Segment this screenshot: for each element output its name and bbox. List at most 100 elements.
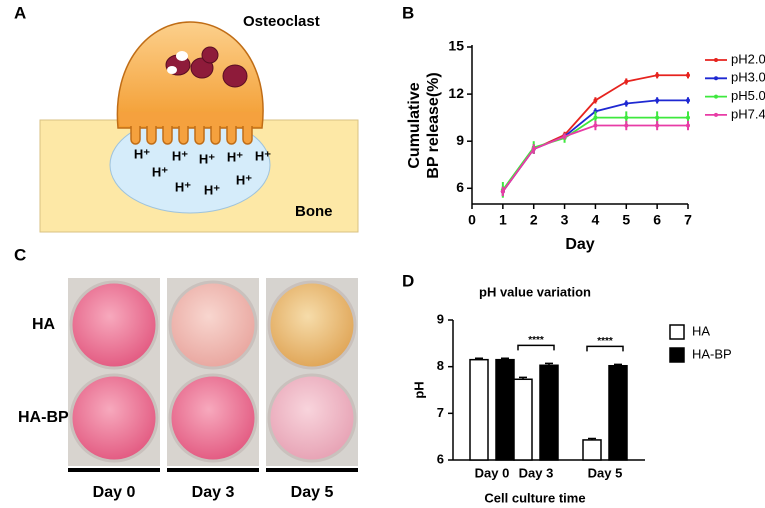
error-bar (501, 357, 509, 360)
error-bar (475, 357, 483, 360)
bar (582, 439, 602, 461)
well (69, 373, 159, 463)
legend-swatch (714, 76, 718, 81)
x-tick-label: 2 (530, 212, 538, 228)
y-tick-label: 8 (437, 358, 444, 373)
well (69, 280, 159, 370)
well (267, 280, 357, 370)
photo (68, 278, 358, 472)
x-tick-label: 4 (592, 212, 600, 228)
point (593, 98, 598, 103)
x-tick-label: 5 (622, 212, 630, 228)
point (562, 134, 567, 139)
column-label: Day 0 (93, 484, 136, 501)
point (624, 115, 629, 120)
x-tick-label: 7 (684, 212, 692, 228)
y-tick-label: 9 (456, 132, 464, 148)
x-tick-label: Day 5 (588, 465, 623, 480)
ion-label: H⁺ (255, 148, 271, 163)
tissue-label: Bone (295, 203, 333, 220)
bar (495, 358, 515, 461)
point (624, 79, 629, 84)
point (655, 73, 660, 78)
nuclei (165, 46, 248, 88)
ruffled-border (120, 112, 260, 145)
bar (608, 364, 628, 461)
ion-label: H⁺ (204, 182, 220, 197)
legend-swatch (669, 324, 685, 340)
ion-label: H⁺ (227, 149, 243, 164)
legend-swatch (669, 347, 685, 363)
y-tick-label: 15 (448, 38, 464, 54)
legend-label: pH5.0 (731, 88, 765, 103)
point (500, 189, 505, 194)
point (624, 123, 629, 128)
legend-label: HA-BP (692, 346, 732, 361)
significance-label: **** (528, 335, 544, 346)
significance-bracket (517, 344, 555, 351)
well (168, 373, 258, 463)
panel-label: A (14, 3, 26, 22)
row-label: HA (32, 316, 56, 333)
point (686, 73, 690, 78)
error-bar (614, 363, 622, 366)
x-tick-label: 6 (653, 212, 661, 228)
panel-label: D (402, 271, 414, 290)
well (267, 373, 357, 463)
cell-label: Osteoclast (243, 13, 320, 30)
panel-label: C (14, 245, 26, 264)
legend-swatch (714, 58, 718, 62)
point (593, 115, 598, 120)
well (168, 280, 258, 370)
divider (68, 468, 160, 472)
error-bar (588, 437, 596, 440)
legend-label: pH7.4 (731, 106, 765, 121)
y-tick-label: 6 (437, 451, 444, 466)
point (593, 123, 598, 128)
error-bar (545, 362, 553, 366)
significance-label: **** (597, 336, 613, 347)
point (686, 98, 690, 103)
ion-label: H⁺ (152, 164, 168, 179)
chart-title: pH value variation (479, 284, 591, 299)
bar (469, 358, 489, 461)
x-tick-label: 0 (468, 212, 476, 228)
point (686, 115, 690, 120)
x-tick-label: 1 (499, 212, 507, 228)
point (655, 98, 660, 103)
y-axis-label: pH (411, 381, 426, 398)
ion-label: H⁺ (236, 172, 252, 187)
point (655, 115, 660, 120)
divider (167, 468, 259, 472)
significance-bracket (586, 345, 624, 352)
point (531, 147, 536, 152)
ion-label: H⁺ (134, 146, 150, 161)
series-line (502, 124, 688, 192)
legend-label: pH3.0 (731, 70, 765, 85)
y-axis-label: BP release(%) (425, 72, 442, 178)
ion-label: H⁺ (175, 179, 191, 194)
bar (539, 364, 559, 461)
point (624, 101, 629, 106)
y-tick-label: 7 (437, 405, 444, 420)
y-tick-label: 12 (448, 85, 464, 101)
point (686, 123, 690, 128)
x-tick-label: Day 0 (475, 465, 510, 480)
point (655, 123, 660, 128)
x-axis-label: Day (565, 236, 594, 253)
legend-swatch (714, 94, 718, 99)
legend-label: HA (692, 323, 710, 338)
legend-swatch (714, 112, 718, 117)
diagram (39, 21, 359, 233)
x-axis-label: Cell culture time (484, 490, 585, 505)
series-line (502, 74, 688, 192)
bar (513, 378, 533, 461)
osteoclast (116, 21, 264, 129)
row-label: HA-BP (18, 409, 69, 426)
divider (266, 468, 358, 472)
y-tick-label: 6 (456, 179, 464, 195)
y-axis-label: Cumulative (406, 82, 423, 168)
y-tick-label: 9 (437, 311, 444, 326)
x-tick-label: 3 (561, 212, 569, 228)
